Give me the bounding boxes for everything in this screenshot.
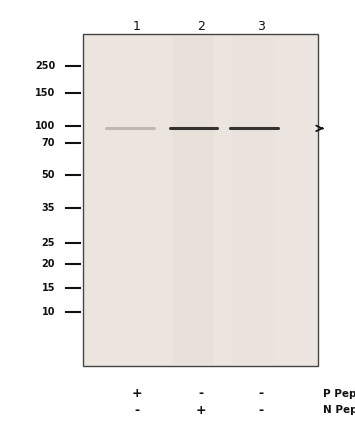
Text: +: + — [195, 404, 206, 416]
Text: 150: 150 — [35, 88, 55, 98]
Text: P Peptide: P Peptide — [323, 389, 355, 399]
Text: 2: 2 — [197, 20, 204, 33]
Text: 20: 20 — [42, 259, 55, 269]
Text: -: - — [258, 404, 263, 416]
Bar — [83, 34, 318, 366]
Text: 250: 250 — [35, 61, 55, 71]
Text: 10: 10 — [42, 306, 55, 317]
Bar — [173, 36, 214, 364]
Text: +: + — [131, 387, 142, 400]
Bar — [234, 36, 274, 364]
Text: 50: 50 — [42, 170, 55, 181]
Text: N Peptide: N Peptide — [323, 405, 355, 415]
Text: 100: 100 — [35, 121, 55, 131]
Text: -: - — [198, 387, 203, 400]
Text: 35: 35 — [42, 202, 55, 213]
Text: 3: 3 — [257, 20, 265, 33]
Text: -: - — [134, 404, 139, 416]
Text: 25: 25 — [42, 238, 55, 248]
Text: 15: 15 — [42, 282, 55, 293]
Text: 1: 1 — [133, 20, 141, 33]
Text: 70: 70 — [42, 138, 55, 149]
Text: -: - — [258, 387, 263, 400]
